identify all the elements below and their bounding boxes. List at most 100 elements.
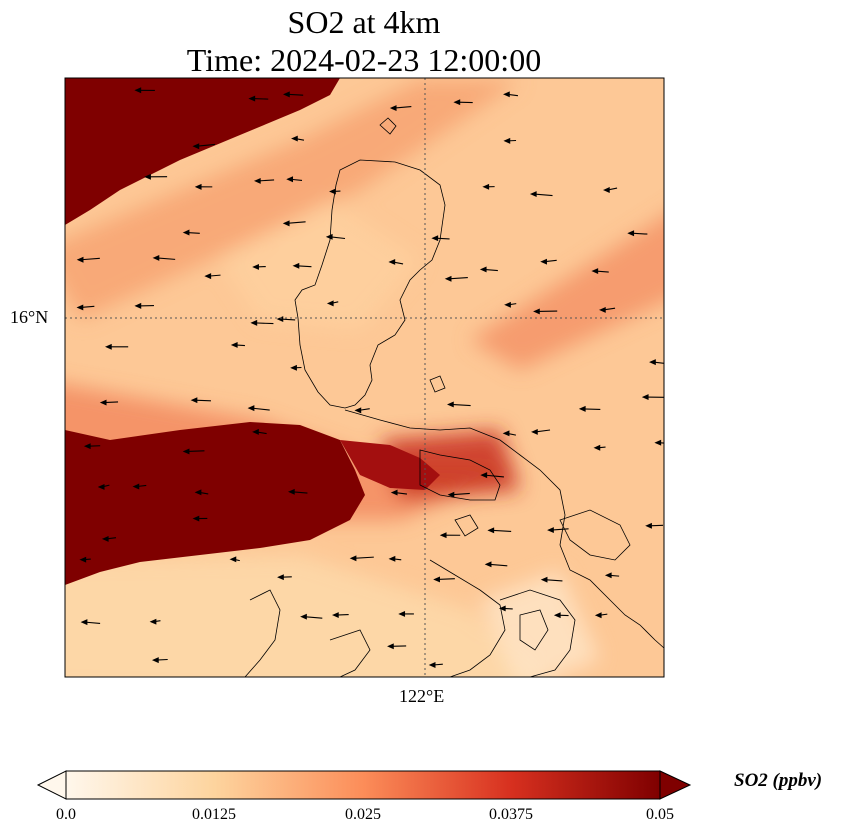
wind-arrow-head [503, 91, 510, 98]
wind-arrow-head [277, 574, 284, 581]
coastlines [244, 117, 664, 677]
wind-arrow [196, 143, 216, 147]
wind-arrow [287, 221, 306, 224]
map-frame [64, 77, 665, 678]
wind-arrow-head [132, 483, 140, 490]
wind-arrow [252, 98, 269, 100]
wind-arrow [194, 399, 211, 402]
wind-arrow-head [134, 87, 142, 94]
wind-arrow-head [104, 343, 112, 350]
wind-arrow-head [253, 177, 261, 184]
wind-vectors [76, 87, 664, 668]
wind-arrow-head [204, 273, 212, 280]
wind-arrow-head [641, 394, 649, 401]
wind-arrow [544, 579, 563, 582]
wind-arrow-head [447, 401, 454, 408]
wind-arrow-head [252, 263, 259, 270]
wind-arrow-head [194, 183, 202, 190]
wind-arrow-head [479, 266, 487, 273]
wind-arrow-head [598, 306, 606, 313]
wind-arrow-head [591, 268, 599, 275]
lat-label-16n: 16°N [10, 307, 49, 327]
wind-arrow-head [354, 407, 362, 414]
wind-arrow-head [431, 235, 439, 242]
wind-arrow-head [283, 91, 290, 98]
wind-arrow-head [76, 304, 84, 311]
wind-arrow [488, 563, 508, 567]
wind-arrow [254, 322, 274, 325]
wind-arrow-head [83, 443, 91, 450]
wind-arrow-head [97, 483, 105, 490]
wind-arrow-head [250, 319, 258, 326]
colorbar-tick-1: 0.0125 [192, 806, 236, 823]
wind-arrow-head [248, 95, 256, 102]
colorbar-tick-3: 0.0375 [489, 806, 533, 823]
wind-arrow-head [190, 397, 198, 404]
wind-arrow-head [503, 137, 511, 144]
wind-arrow-head [531, 428, 538, 435]
wind-arrow-head [447, 491, 455, 498]
wind-arrow-head [627, 230, 635, 237]
wind-arrow-head [502, 430, 510, 437]
colorbar-max-extend [659, 770, 692, 800]
wind-arrow-head [482, 183, 490, 190]
wind-arrow [534, 193, 553, 197]
wind-arrow-head [553, 612, 561, 619]
colorbar-tick-2: 0.025 [345, 806, 381, 823]
wind-arrow [448, 277, 468, 280]
wind-arrow-head [533, 308, 540, 315]
wind-arrow-head [602, 187, 610, 193]
wind-arrow [451, 403, 471, 407]
wind-arrow-head [329, 188, 336, 195]
wind-arrow-head [149, 618, 157, 625]
wind-arrow-head [578, 405, 586, 412]
wind-arrow-head [484, 561, 492, 568]
wind-arrow-head [387, 643, 394, 650]
wind-arrow-head [76, 256, 84, 263]
wind-arrow-head [282, 220, 290, 227]
wind-arrow-head [194, 489, 202, 496]
wind-arrow-head [388, 258, 396, 265]
wind-arrow-head [252, 428, 259, 435]
wind-arrow-head [325, 233, 333, 240]
wind-arrow-head [286, 176, 294, 183]
wind-arrow [156, 257, 176, 260]
colorbar [36, 770, 692, 800]
wind-arrow-head [439, 532, 447, 539]
wind-arrow-head [529, 191, 537, 198]
wind-arrow-head [99, 399, 107, 406]
wind-arrow-head [645, 522, 652, 529]
wind-arrow [304, 616, 323, 619]
wind-arrow-head [292, 262, 300, 269]
wind-arrow-head [134, 302, 142, 309]
wind-arrow-head [192, 515, 200, 522]
wind-arrow-head [540, 576, 548, 583]
wind-arrow-head [152, 254, 160, 261]
wind-arrow-head [331, 612, 339, 619]
map-title-variable: SO2 at 4km [287, 4, 441, 40]
wind-arrow [451, 492, 470, 496]
wind-arrow [583, 408, 601, 410]
wind-arrow-head [594, 612, 602, 619]
wind-arrow-head [498, 605, 506, 612]
wind-arrow-head [79, 556, 87, 563]
wind-arrow-head [182, 448, 190, 455]
wind-arrow-head [300, 613, 307, 620]
wind-arrow-head [433, 576, 440, 583]
map-title-time: Time: 2024-02-23 12:00:00 [186, 42, 542, 78]
wind-arrow-head [182, 229, 190, 236]
wind-arrow-head [287, 488, 295, 495]
wind-arrow-head [654, 439, 662, 446]
wind-arrow [437, 578, 455, 580]
wind-arrow-head [388, 555, 396, 562]
wind-arrow-head [649, 359, 656, 366]
wind-arrow-head [398, 610, 406, 617]
wind-arrow-head [291, 135, 298, 142]
wind-arrow [491, 529, 512, 532]
wind-arrow [484, 474, 504, 478]
wind-arrow-head [80, 619, 88, 626]
wind-arrow [251, 407, 270, 411]
wind-arrow [292, 491, 308, 494]
wind-arrow-head [444, 275, 452, 282]
